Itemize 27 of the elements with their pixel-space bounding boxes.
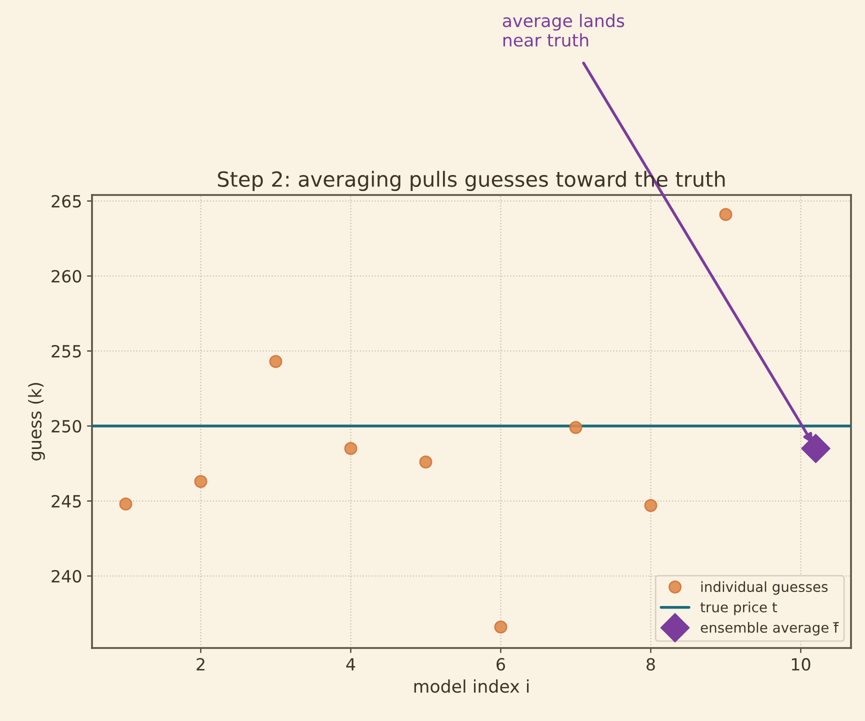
y-tick-label: 260 [52, 270, 82, 283]
y-tick-label: 265 [52, 194, 81, 208]
y-tick-label: 240 [52, 570, 82, 583]
point [194, 474, 208, 488]
point [119, 497, 132, 511]
point [419, 455, 432, 469]
point [801, 434, 830, 464]
y-tick-label: 255 [52, 344, 81, 358]
point [269, 354, 282, 368]
x-axis-title: model index i [414, 679, 529, 693]
point [719, 208, 732, 222]
legend-label: true price t [700, 602, 778, 616]
point [494, 620, 508, 634]
x-tick-label: 6 [496, 658, 506, 671]
legend-label: ensemble average f̄ [700, 622, 839, 636]
x-tick-label: 10 [792, 658, 810, 671]
x-tick-label: 8 [646, 658, 655, 671]
annotation: average lands near truth [502, 14, 624, 47]
y-tick-label: 245 [52, 494, 81, 508]
x-tick-label: 4 [346, 658, 356, 670]
y-axis-title: guess (k) [28, 383, 45, 460]
x-tick-label: 2 [196, 658, 204, 670]
point [569, 420, 582, 434]
point [344, 442, 358, 456]
y-tick-label: 250 [52, 420, 82, 433]
point [644, 498, 658, 512]
legend-label: individual guesses [701, 581, 828, 595]
